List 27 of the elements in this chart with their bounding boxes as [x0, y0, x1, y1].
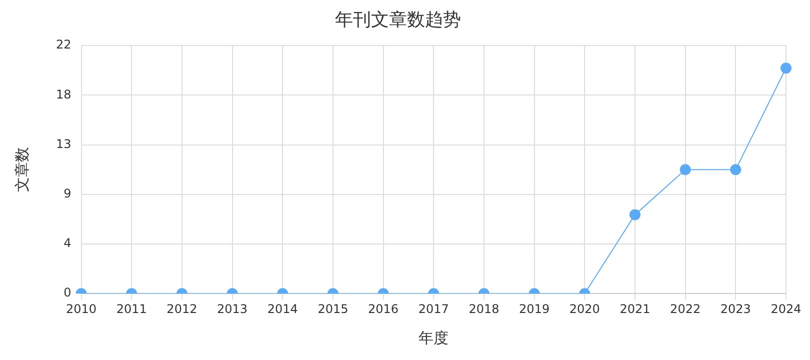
x-tick-label: 2020 — [569, 302, 600, 316]
x-axis-title: 年度 — [418, 328, 449, 347]
x-tick-label: 2023 — [720, 302, 751, 316]
point — [629, 209, 640, 220]
x-tick-label: 2010 — [66, 302, 97, 316]
x-tick-label: 2015 — [318, 302, 348, 316]
x-tick-label: 2016 — [368, 302, 399, 316]
y-tick-label: 0 — [64, 286, 72, 300]
y-axis-title: 文章数 — [12, 147, 31, 192]
y-tick-label: 13 — [56, 136, 72, 151]
x-tick-label: 2013 — [217, 302, 248, 316]
x-tick-label: 2018 — [468, 302, 500, 316]
x-tick-label: 2014 — [267, 302, 298, 316]
point — [680, 164, 691, 176]
x-tick-label: 2017 — [418, 302, 449, 316]
x-tick-label: 2011 — [116, 302, 147, 316]
x-tick-label: 2024 — [770, 302, 802, 316]
point — [730, 164, 742, 176]
y-tick-label: 9 — [64, 186, 72, 201]
y-tick-label: 4 — [64, 236, 72, 250]
x-tick-label: 2022 — [670, 302, 701, 316]
chart-title: 年刊文章数趋势 — [335, 9, 461, 30]
x-tick-label: 2021 — [620, 302, 650, 316]
x-tick-label: 2012 — [166, 302, 198, 316]
x-tick-label: 2019 — [519, 302, 550, 316]
y-tick-label: 18 — [56, 87, 72, 102]
y-tick-label: 22 — [56, 38, 72, 52]
